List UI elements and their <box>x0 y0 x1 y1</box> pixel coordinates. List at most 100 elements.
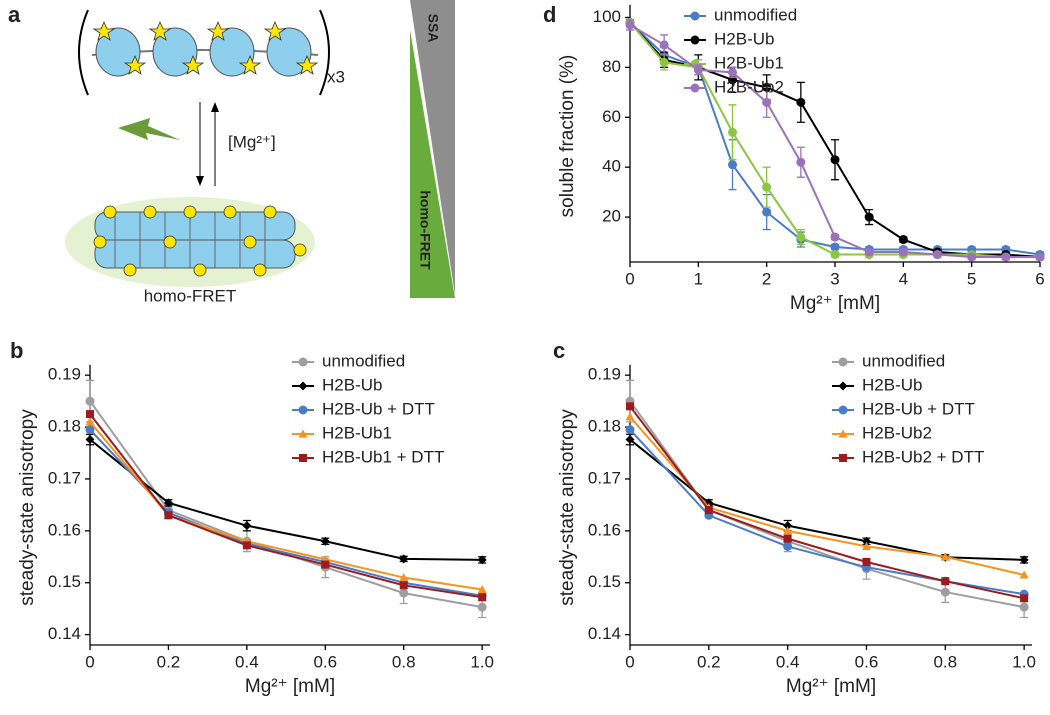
condition: [Mg²⁺] <box>228 132 276 151</box>
multiplier: x3 <box>327 67 345 86</box>
marker <box>242 541 251 550</box>
marker <box>478 593 487 602</box>
marker <box>477 602 487 612</box>
marker <box>783 521 793 531</box>
marker <box>477 555 487 565</box>
marker <box>242 521 252 531</box>
x-tick-label: 6 <box>1035 269 1044 288</box>
marker <box>967 252 977 262</box>
legend-marker <box>690 35 700 45</box>
panel-label: d <box>543 2 556 27</box>
series-line <box>89 400 483 609</box>
marker <box>477 584 487 594</box>
marker <box>861 536 871 546</box>
legend-label: H2B-Ub2 <box>714 77 784 96</box>
y-axis-label: steady-state anisotropy <box>557 409 578 606</box>
y-tick-label: 0.19 <box>588 365 621 384</box>
legend-label: H2B-Ub1 <box>322 423 392 442</box>
legend-label: H2B-Ub1 <box>714 53 784 72</box>
legend-marker <box>838 357 848 367</box>
y-tick-label: 100 <box>593 7 621 26</box>
marker <box>399 581 408 590</box>
marker <box>762 207 772 217</box>
x-tick-label: 0.4 <box>776 652 800 671</box>
marker <box>728 127 737 137</box>
x-axis-label: Mg²⁺ [mM] <box>790 293 880 314</box>
y-tick-label: 60 <box>602 107 621 126</box>
stripes <box>114 212 266 268</box>
legend-marker <box>838 381 848 391</box>
legend-marker <box>690 83 700 93</box>
legend-label: unmodified <box>862 351 945 370</box>
x-tick-label: 0.6 <box>855 652 879 671</box>
legend-marker <box>838 405 848 415</box>
y-tick-label: 0.15 <box>48 572 81 591</box>
marker <box>626 402 634 411</box>
x-tick-label: 0.8 <box>392 652 416 671</box>
legend-label: H2B-Ub2 + DTT <box>862 447 984 466</box>
panel-label: b <box>10 338 23 363</box>
panel-label: a <box>8 2 21 27</box>
y-axis-label: soluble fraction (%) <box>557 55 578 218</box>
bracket <box>78 9 89 96</box>
x-tick-label: 2 <box>762 269 771 288</box>
stars-compact <box>93 205 307 277</box>
series-line <box>629 21 1041 256</box>
marker <box>163 498 173 508</box>
marker <box>830 155 840 165</box>
marker <box>625 425 635 435</box>
x-tick-label: 0.4 <box>235 652 259 671</box>
x-tick-label: 0 <box>625 269 634 288</box>
marker <box>933 250 942 260</box>
y-tick-label: 0.15 <box>588 572 621 591</box>
x-tick-label: 1.0 <box>1012 652 1036 671</box>
marker <box>1019 555 1029 565</box>
series-line <box>89 413 483 599</box>
x-tick-label: 1.0 <box>470 652 494 671</box>
y-tick-label: 0.14 <box>588 624 621 643</box>
marker <box>940 552 950 561</box>
x-tick-label: 0.2 <box>157 652 181 671</box>
y-axis-label: steady-state anisotropy <box>17 409 38 606</box>
y-tick-label: 40 <box>602 157 621 176</box>
x-tick-label: 1 <box>694 269 703 288</box>
arrowhead <box>211 102 219 112</box>
legend-marker <box>298 381 308 391</box>
marker <box>399 554 409 564</box>
marker <box>625 20 635 30</box>
panel-label: c <box>553 338 565 363</box>
x-tick-label: 3 <box>830 269 839 288</box>
marker <box>1019 570 1029 579</box>
y-tick-label: 80 <box>602 57 621 76</box>
marker <box>625 435 635 445</box>
marker <box>1020 594 1029 603</box>
marker <box>783 541 793 551</box>
y-tick-label: 0.14 <box>48 624 81 643</box>
x-tick-label: 5 <box>967 269 976 288</box>
y-tick-label: 0.17 <box>48 468 81 487</box>
gradient-bottom-label: homo-FRET <box>417 190 433 270</box>
legend-label: unmodified <box>714 5 797 24</box>
marker <box>796 97 806 107</box>
arrowhead <box>196 176 204 186</box>
marker <box>659 40 669 50</box>
x-axis-label: Mg²⁺ [mM] <box>245 676 335 697</box>
marker <box>399 588 409 598</box>
legend-label: H2B-Ub2 <box>862 423 932 442</box>
x-tick-label: 0.2 <box>697 652 721 671</box>
state-label: homo-FRET <box>144 286 237 305</box>
marker <box>862 557 871 566</box>
legend-label: H2B-Ub <box>322 375 382 394</box>
marker <box>320 536 330 546</box>
x-tick-label: 0 <box>85 652 94 671</box>
marker <box>898 235 908 245</box>
marker <box>85 396 95 406</box>
bracket <box>319 9 330 96</box>
gradient-top-label: SSA <box>425 14 441 43</box>
marker <box>625 412 635 421</box>
diagram: a x3 [Mg²⁺] <box>8 0 455 305</box>
marker <box>783 526 793 535</box>
marker <box>85 425 95 435</box>
marker <box>728 67 737 77</box>
